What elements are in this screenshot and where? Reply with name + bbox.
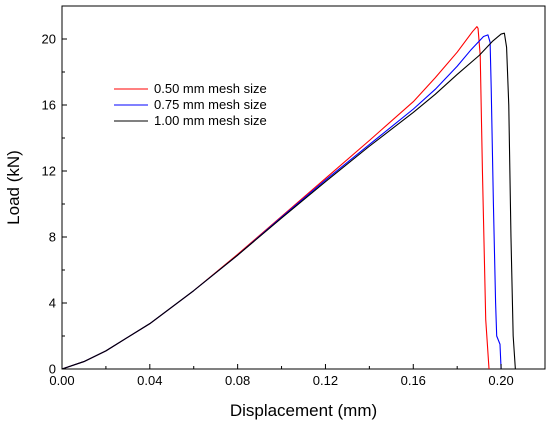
x-tick-label: 0.12 [313, 373, 338, 388]
y-tick-label: 4 [49, 296, 56, 311]
y-axis-title: Load (kN) [4, 150, 23, 225]
series-line-2 [61, 34, 502, 370]
y-tick-label: 20 [42, 32, 56, 47]
y-tick-label: 16 [42, 98, 56, 113]
x-tick-label: 0.08 [225, 373, 250, 388]
x-tick-label: 0.00 [49, 373, 74, 388]
series-layer [61, 26, 516, 370]
x-axis-title: Displacement (mm) [230, 401, 377, 420]
x-tick-label: 0.20 [488, 373, 513, 388]
legend-label-2: 0.75 mm mesh size [154, 97, 267, 112]
plot-area [61, 5, 546, 370]
ticks-layer: 0.00 0.04 0.08 0.12 0.16 0.20 0 4 8 12 16 20 [42, 32, 514, 389]
series-line-3 [61, 32, 516, 370]
x-tick-label: 0.04 [137, 373, 162, 388]
y-tick-label: 0 [49, 362, 56, 377]
plot-frame [61, 5, 546, 370]
x-tick-label: 0.16 [401, 373, 426, 388]
legend-label-3: 1.00 mm mesh size [154, 113, 267, 128]
y-tick-label: 8 [49, 230, 56, 245]
series-line-1 [61, 26, 490, 370]
legend-label-1: 0.50 mm mesh size [154, 81, 267, 96]
y-tick-label: 12 [42, 164, 56, 179]
